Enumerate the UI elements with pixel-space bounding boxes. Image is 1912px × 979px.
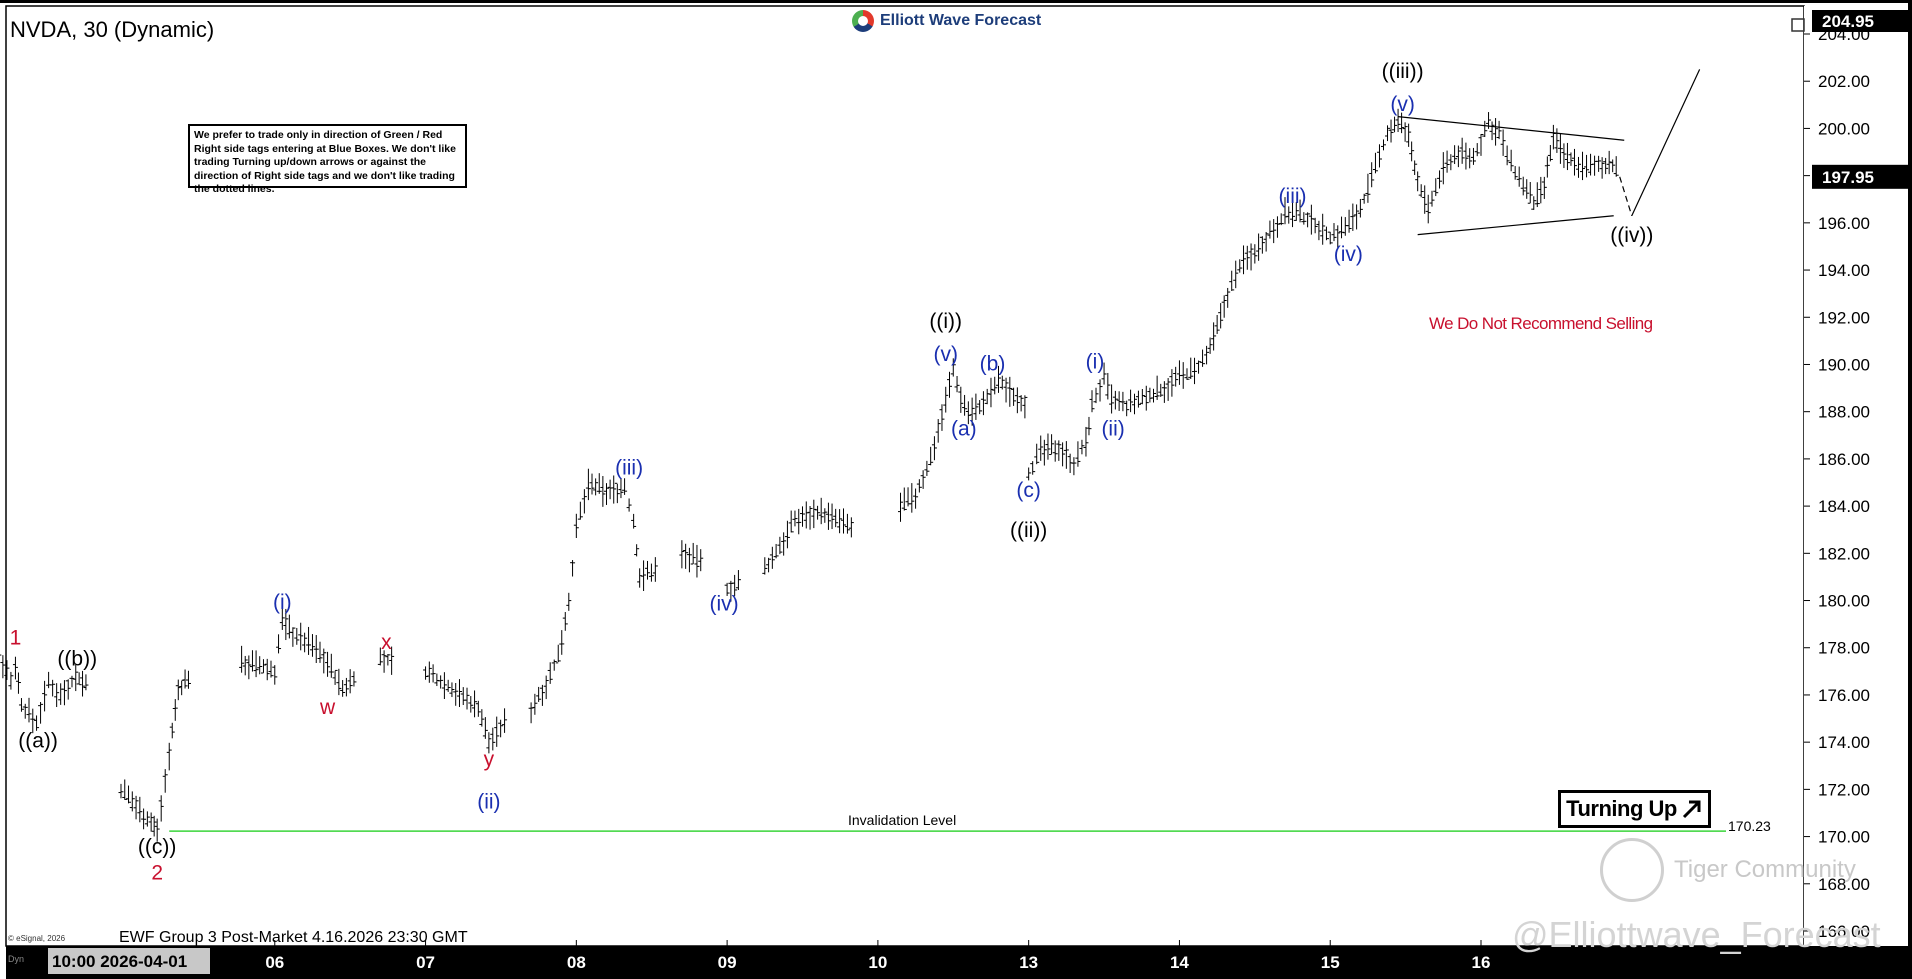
projection-dashed-line bbox=[1619, 176, 1633, 216]
y-tick-label: 192.00 bbox=[1818, 308, 1870, 327]
wave-label: (ii) bbox=[477, 791, 500, 814]
date-badge-label: 10:00 2026-04-01 bbox=[52, 952, 187, 971]
x-tick-label: 14 bbox=[1170, 953, 1189, 972]
recommendation-text: We Do Not Recommend Selling bbox=[1429, 314, 1653, 333]
y-axis: 166.00 168.00 170.00 172.00 174.00 176.00 178.… bbox=[1804, 10, 1908, 941]
wave-label: (iv) bbox=[710, 592, 739, 615]
wave-label: 1 bbox=[10, 626, 22, 649]
turning-up-label: Turning Up bbox=[1566, 796, 1677, 821]
x-tick-label: 10 bbox=[868, 953, 887, 972]
tiger-community-text: Tiger Community bbox=[1674, 856, 1856, 883]
date-badge-box bbox=[48, 948, 210, 974]
window-icon bbox=[1791, 18, 1805, 32]
y-tick-label: 180.00 bbox=[1818, 592, 1870, 611]
arrow-up-right-icon bbox=[1681, 798, 1703, 820]
wave-label: ((i)) bbox=[929, 310, 962, 333]
wave-label: (iii) bbox=[1279, 185, 1307, 208]
right-edge bbox=[1908, 0, 1912, 979]
corner-label: Dyn bbox=[8, 954, 24, 964]
x-tick-label: 08 bbox=[567, 953, 586, 972]
y-tick-label: 188.00 bbox=[1818, 403, 1870, 422]
tiger-logo-icon bbox=[1600, 838, 1664, 902]
y-tick-label: 202.00 bbox=[1818, 72, 1870, 91]
invalidation-label: Invalidation Level bbox=[848, 812, 956, 828]
x-axis-band bbox=[6, 946, 1908, 979]
y-tick-label: 200.00 bbox=[1818, 119, 1870, 138]
wave-label: (c) bbox=[1016, 479, 1041, 502]
x-tick-label: 16 bbox=[1472, 953, 1491, 972]
copyright-text: © eSignal, 2026 bbox=[8, 934, 66, 943]
x-tick-label: 06 bbox=[265, 953, 284, 972]
wave-label: (v) bbox=[1390, 93, 1415, 116]
wave-label: (iii) bbox=[615, 457, 643, 480]
footer-text: EWF Group 3 Post-Market 4.16.2026 23:30 … bbox=[119, 929, 468, 946]
wave-label: ((iv)) bbox=[1610, 224, 1653, 247]
x-tick-label: 15 bbox=[1321, 953, 1340, 972]
x-tick-label: 13 bbox=[1019, 953, 1038, 972]
y-tick-label: 196.00 bbox=[1818, 214, 1870, 233]
y-tick-label: 166.00 bbox=[1818, 922, 1870, 941]
y-axis-band bbox=[1804, 6, 1912, 946]
y-tick-label: 194.00 bbox=[1818, 261, 1870, 280]
tiger-community-watermark: Tiger Community bbox=[1600, 838, 1856, 902]
y-tick-label: 176.00 bbox=[1818, 686, 1870, 705]
chart-title: NVDA, 30 (Dynamic) bbox=[10, 17, 214, 42]
y-top-box bbox=[1812, 10, 1908, 32]
wave-label: ((ii)) bbox=[1010, 519, 1047, 542]
y-tick-label: 190.00 bbox=[1818, 355, 1870, 374]
y-tick-label: 174.00 bbox=[1818, 733, 1870, 752]
top-edge bbox=[0, 0, 1912, 3]
turning-up-badge: Turning Up bbox=[1558, 790, 1711, 828]
wave-label: (i) bbox=[1086, 350, 1105, 373]
y-tick-label: 182.00 bbox=[1818, 544, 1870, 563]
wave-label: (iv) bbox=[1334, 243, 1363, 266]
y-top-label: 204.95 bbox=[1822, 12, 1874, 31]
wave-label: y bbox=[484, 748, 495, 771]
triangle-upper-line bbox=[1398, 116, 1625, 141]
wave-label: (ii) bbox=[1101, 418, 1124, 441]
current-price-box bbox=[1812, 164, 1908, 189]
price-bars bbox=[0, 108, 1619, 842]
trading-note-text: We prefer to trade only in direction of … bbox=[194, 129, 456, 195]
wave-label: ((iii)) bbox=[1382, 60, 1424, 83]
x-axis: 06 07 08 09 10 13 14 15 16 10:00 2026-04-01 bbox=[48, 940, 1490, 974]
y-tick-label: 172.00 bbox=[1818, 780, 1870, 799]
wave-label: ((b)) bbox=[57, 648, 97, 671]
projection-solid-line bbox=[1631, 69, 1701, 217]
wave-label: (a) bbox=[951, 418, 977, 441]
handle-watermark: @Elliottwave_Forecast bbox=[1512, 914, 1881, 955]
wave-label: x bbox=[381, 631, 392, 654]
triangle-lower-line bbox=[1417, 215, 1614, 236]
y-tick-label: 168.00 bbox=[1818, 875, 1870, 894]
logo-text: Elliott Wave Forecast bbox=[880, 12, 1042, 29]
trading-note-box: We prefer to trade only in direction of … bbox=[188, 124, 467, 195]
y-tick-label: 184.00 bbox=[1818, 497, 1870, 516]
y-tick-label: 170.00 bbox=[1818, 828, 1870, 847]
current-price-label: 197.95 bbox=[1822, 168, 1874, 187]
wave-label: ((a)) bbox=[18, 729, 58, 752]
logo-icon bbox=[852, 10, 874, 32]
x-tick-label: 07 bbox=[416, 953, 435, 972]
chart-text: NVDA, 30 (Dynamic) Invalidation Level 17… bbox=[8, 17, 1771, 964]
invalidation-value: 170.23 bbox=[1728, 818, 1771, 834]
y-tick-label: 186.00 bbox=[1818, 450, 1870, 469]
brand-logo[interactable]: Elliott Wave Forecast bbox=[852, 8, 1041, 34]
wave-labels: 1 ((a)) ((b)) ((c)) 2 (i) w x y (ii) (iii) (iv) ((i)… bbox=[10, 60, 1654, 885]
y-tick-label: 178.00 bbox=[1818, 639, 1870, 658]
wave-label: w bbox=[319, 696, 336, 719]
triangle-structure bbox=[1398, 69, 1701, 236]
wave-label: (b) bbox=[980, 353, 1006, 376]
wave-label: (i) bbox=[273, 591, 292, 614]
x-tick-label: 09 bbox=[718, 953, 737, 972]
wave-label: ((c)) bbox=[138, 835, 176, 858]
wave-label: 2 bbox=[151, 861, 163, 884]
wave-label: (v) bbox=[933, 343, 958, 366]
